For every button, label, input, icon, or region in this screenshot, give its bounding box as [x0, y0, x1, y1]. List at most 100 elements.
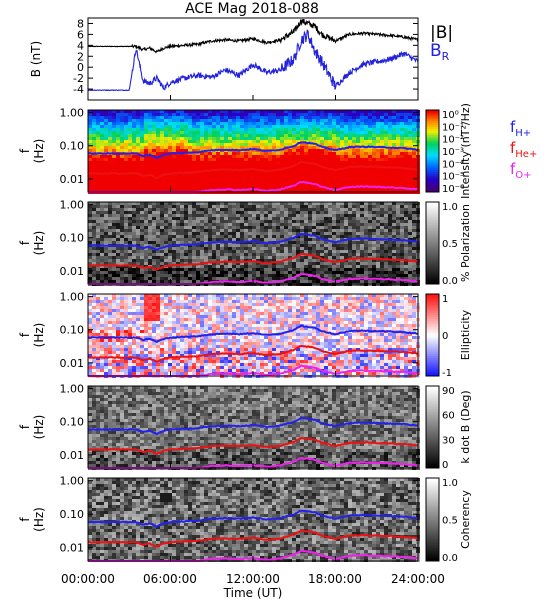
spectrogram-cell: [192, 226, 196, 229]
spectrogram-cell: [100, 161, 104, 164]
spectrogram-cell: [192, 277, 196, 280]
spectrogram-cell: [240, 235, 244, 238]
spectrogram-cell: [164, 217, 168, 220]
spectrogram-cell: [404, 265, 408, 268]
spectrogram-cell: [320, 182, 324, 185]
spectrogram-cell: [168, 262, 172, 265]
spectrogram-cell: [288, 167, 292, 170]
spectrogram-cell: [384, 232, 388, 235]
spectrogram-cell: [244, 113, 248, 116]
spectrogram-cell: [320, 208, 324, 211]
spectrogram-cell: [364, 214, 368, 217]
spectrogram-cell: [408, 274, 412, 277]
spectrogram-cell: [96, 217, 100, 220]
spectrogram-cell: [164, 253, 168, 256]
spectrogram-cell: [96, 247, 100, 250]
spectrogram-cell: [248, 226, 252, 229]
spectrogram-cell: [160, 253, 164, 256]
y-tick-label: 0.01: [60, 173, 85, 186]
spectrogram-cell: [404, 113, 408, 116]
spectrogram-cell: [384, 137, 388, 140]
spectrogram-cell: [320, 134, 324, 137]
spectrogram-cell: [292, 152, 296, 155]
spectrogram-cell: [320, 220, 324, 223]
spectrogram-cell: [96, 271, 100, 274]
colorbar-step: [426, 179, 439, 183]
spectrogram-cell: [148, 259, 152, 262]
spectrogram-cell: [208, 134, 212, 137]
spectrogram-cell: [408, 185, 412, 188]
spectrogram-cell: [152, 182, 156, 185]
spectrogram-cell: [400, 253, 404, 256]
spectrogram-cell: [408, 179, 412, 182]
spectrogram-cell: [144, 170, 148, 173]
spectrogram-cell: [412, 131, 416, 134]
spectrogram-cell: [104, 324, 108, 327]
spectrogram-cell: [380, 271, 384, 274]
spectrogram-cell: [344, 164, 348, 167]
spectrogram-cell: [368, 131, 372, 134]
spectrogram-cell: [220, 122, 224, 125]
spectrogram-cell: [96, 327, 100, 330]
colorbar-step: [426, 265, 439, 269]
spectrogram-cell: [96, 321, 100, 324]
spectrogram-cell: [248, 277, 252, 280]
spectrogram-cell: [128, 238, 132, 241]
spectrogram-cell: [96, 223, 100, 226]
spectrogram-cell: [248, 250, 252, 253]
spectrogram-cell: [364, 208, 368, 211]
spectrogram-cell: [380, 253, 384, 256]
spectrogram-cell: [408, 202, 412, 205]
spectrogram-cell: [200, 188, 204, 191]
spectrogram-cell: [124, 223, 128, 226]
spectrogram-cell: [232, 164, 236, 167]
spectrogram-cell: [332, 161, 336, 164]
spectrogram-cell: [192, 229, 196, 232]
spectrogram-cell: [244, 259, 248, 262]
spectrogram-cell: [160, 149, 164, 152]
spectrogram-cell: [88, 306, 92, 309]
spectrogram-cell: [140, 116, 144, 119]
colorbar-step: [426, 267, 439, 271]
spectrogram-cell: [376, 116, 380, 119]
spectrogram-cell: [220, 259, 224, 262]
spectrogram-cell: [292, 167, 296, 170]
spectrogram-cell: [92, 327, 96, 330]
spectrogram-cell: [236, 253, 240, 256]
spectrogram-cell: [92, 318, 96, 321]
spectrogram-cell: [300, 125, 304, 128]
spectrogram-cell: [252, 217, 256, 220]
spectrogram-cell: [108, 179, 112, 182]
spectrogram-cell: [252, 202, 256, 205]
spectrogram-cell: [256, 235, 260, 238]
spectrogram-cell: [164, 259, 168, 262]
spectrogram-cell: [236, 161, 240, 164]
spectrogram-cell: [312, 229, 316, 232]
spectrogram-cell: [168, 232, 172, 235]
spectrogram-cell: [152, 119, 156, 122]
spectrogram-cell: [284, 134, 288, 137]
spectrogram-cell: [196, 146, 200, 149]
spectrogram-cell: [304, 235, 308, 238]
spectrogram-cell: [376, 241, 380, 244]
spectrogram-cell: [388, 241, 392, 244]
spectrogram-cell: [208, 167, 212, 170]
spectrogram-cell: [236, 259, 240, 262]
spectrogram-cell: [320, 244, 324, 247]
spectrogram-cell: [128, 262, 132, 265]
spectrogram-cell: [292, 134, 296, 137]
spectrogram-cell: [208, 271, 212, 274]
spectrogram-cell: [88, 333, 92, 336]
colorbar-step: [426, 249, 439, 252]
spectrogram-cell: [124, 176, 128, 179]
spectrogram-cell: [412, 208, 416, 211]
spectrogram-cell: [264, 280, 268, 283]
spectrogram-cell: [412, 128, 416, 131]
spectrogram-cell: [408, 122, 412, 125]
spectrogram-cell: [412, 134, 416, 137]
spectrogram-cell: [308, 140, 312, 143]
spectrogram-cell: [412, 125, 416, 128]
spectrogram-cell: [308, 229, 312, 232]
